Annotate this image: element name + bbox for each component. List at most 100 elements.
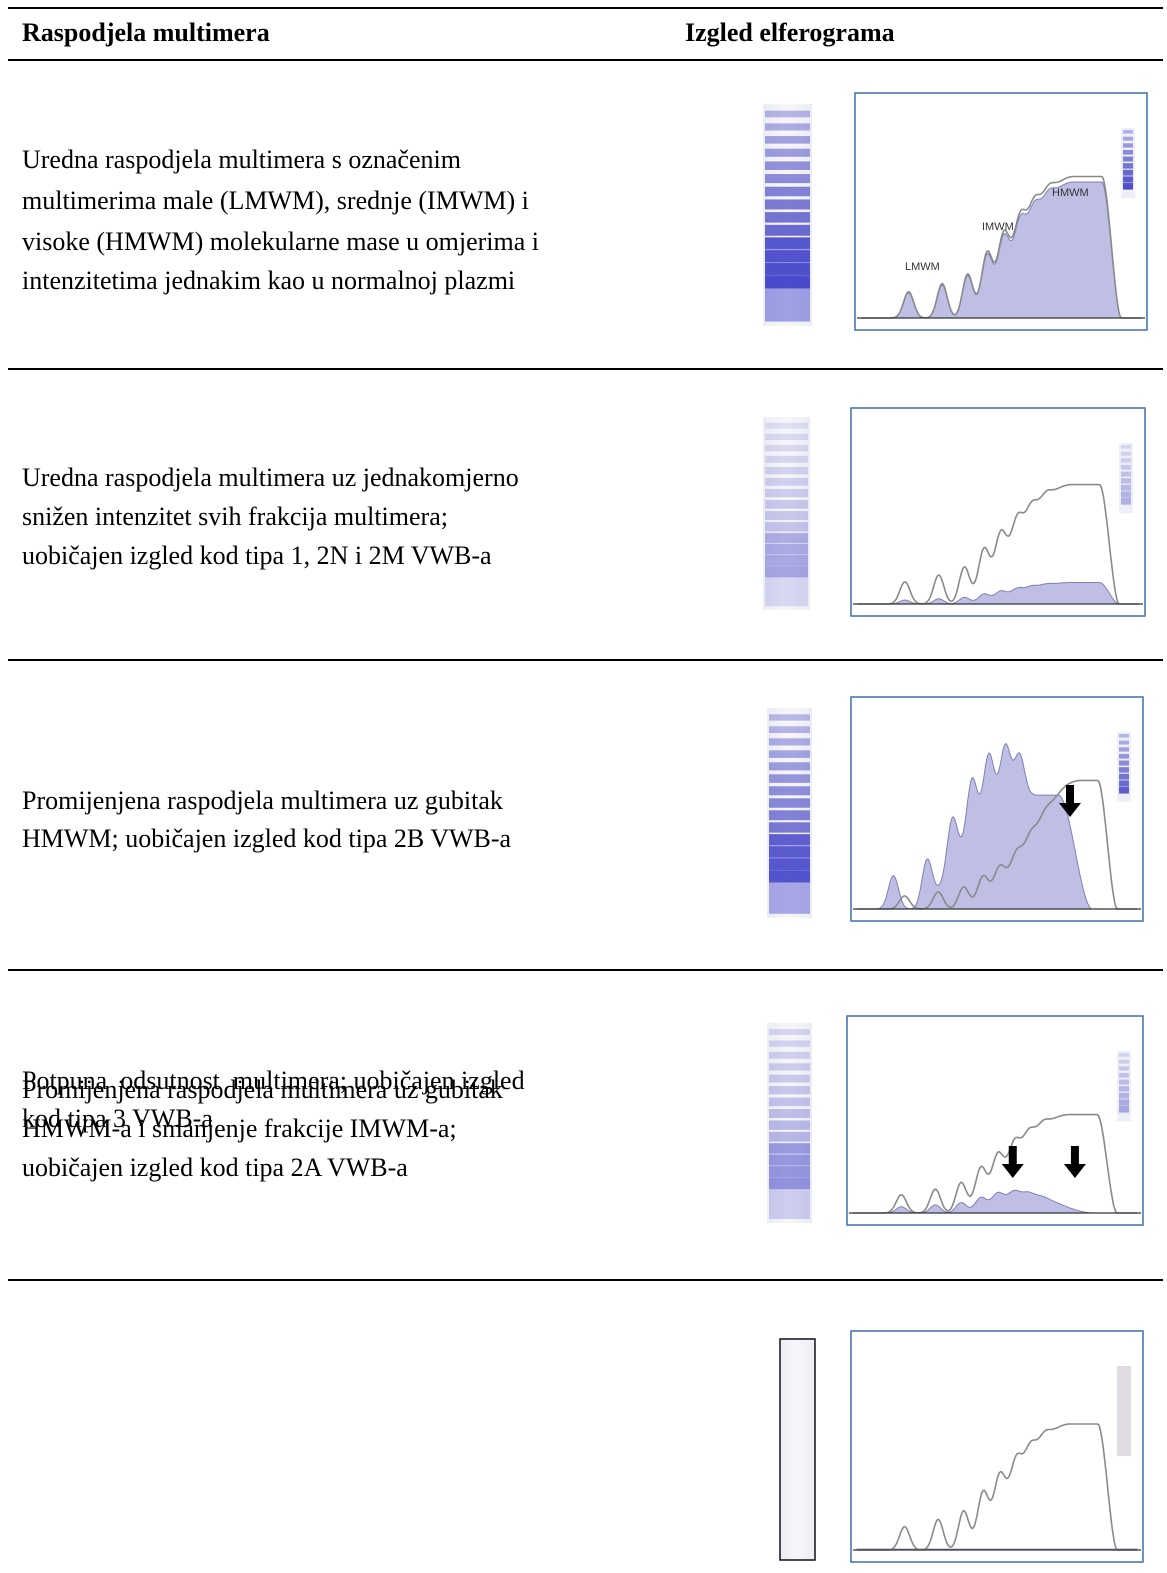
row-text: Uredna raspodjela multimera s označenim bbox=[22, 145, 461, 174]
gel-band bbox=[1121, 484, 1131, 491]
gel-strip bbox=[767, 1023, 812, 1223]
gel-band bbox=[1123, 176, 1133, 183]
normal-curve bbox=[857, 779, 1137, 910]
gel-border bbox=[779, 1338, 816, 1561]
gel-strip bbox=[763, 417, 810, 610]
gel-band bbox=[1119, 773, 1129, 780]
gel-band bbox=[765, 174, 810, 184]
gel-band bbox=[769, 1029, 810, 1035]
gel-band bbox=[1119, 1105, 1129, 1113]
normal-curve bbox=[853, 1113, 1137, 1214]
gel-band bbox=[765, 110, 810, 118]
gel-band bbox=[1121, 458, 1131, 463]
gel-band bbox=[765, 466, 808, 475]
normal-curve bbox=[857, 483, 1139, 605]
gel-smear bbox=[765, 532, 808, 607]
gel-band bbox=[765, 499, 808, 509]
gel-band bbox=[1121, 471, 1131, 477]
gel-band bbox=[765, 444, 808, 452]
row-text: Potpuna odsutnost multimera; uobičajen i… bbox=[22, 1066, 525, 1095]
gel-band bbox=[765, 422, 808, 429]
gel-band bbox=[1123, 169, 1133, 176]
gel-band bbox=[769, 1109, 810, 1118]
gel-smear bbox=[769, 1143, 810, 1219]
gel-band bbox=[765, 477, 808, 486]
row-text: visoke (HMWM) molekularne mase u omjerim… bbox=[22, 227, 539, 256]
gel-smear bbox=[769, 834, 810, 914]
gel-band bbox=[1119, 747, 1129, 752]
gel-band bbox=[1123, 163, 1133, 169]
gel-band bbox=[765, 455, 808, 463]
gel-band bbox=[769, 1051, 810, 1059]
gel-band bbox=[1121, 464, 1131, 470]
row-text: uobičajen izgled kod tipa 2A VWB-a bbox=[22, 1153, 408, 1182]
header-cell: Izgled elferograma bbox=[685, 18, 895, 47]
gel-band bbox=[769, 1120, 810, 1130]
gel-band bbox=[1119, 1066, 1129, 1071]
gel-band bbox=[1119, 740, 1129, 745]
row-text: HMWM-a i smanjenje frakcije IMWM-a; bbox=[22, 1114, 457, 1143]
gel-band bbox=[769, 1097, 810, 1107]
gel-smear bbox=[765, 237, 810, 322]
gel-band bbox=[769, 846, 810, 858]
gel-band bbox=[1119, 1072, 1129, 1078]
gel-band bbox=[769, 762, 810, 771]
gel-band bbox=[769, 726, 810, 734]
gel-band bbox=[769, 1131, 810, 1142]
gel-band bbox=[1119, 753, 1129, 759]
gel-band bbox=[765, 148, 810, 157]
gel-band bbox=[1119, 1086, 1129, 1092]
gel-band bbox=[1123, 182, 1133, 190]
arrow bbox=[1059, 785, 1081, 817]
gel-band bbox=[1121, 478, 1131, 484]
gel-band bbox=[1119, 1059, 1129, 1064]
gel-band bbox=[1123, 130, 1133, 134]
arrow bbox=[1063, 1146, 1086, 1178]
row-text: snižen intenzitet svih frakcija multimer… bbox=[22, 502, 448, 531]
gel-band bbox=[769, 1040, 810, 1047]
gel-band bbox=[1123, 143, 1133, 148]
gel-band bbox=[1119, 767, 1129, 773]
gel-band bbox=[765, 566, 808, 578]
gel-band bbox=[765, 186, 810, 197]
normal-curve bbox=[857, 1423, 1137, 1551]
gel-band bbox=[769, 1154, 810, 1166]
gel-band bbox=[769, 1086, 810, 1095]
gel-band bbox=[765, 544, 808, 555]
gel-band bbox=[1119, 1053, 1129, 1057]
gel-band bbox=[765, 161, 810, 170]
gel-band bbox=[769, 750, 810, 758]
normal-curve bbox=[861, 175, 1141, 319]
elferogram-box bbox=[850, 407, 1146, 617]
peak-label: IMWM bbox=[982, 221, 1014, 233]
gel-mini-tint bbox=[1117, 1366, 1131, 1456]
gel-band bbox=[1123, 149, 1133, 155]
gel-band bbox=[769, 738, 810, 746]
gel-band bbox=[1119, 780, 1129, 787]
gel-band bbox=[769, 834, 810, 846]
gel-band bbox=[765, 533, 808, 544]
gel-band bbox=[1121, 451, 1131, 456]
gel-band bbox=[1119, 1099, 1129, 1106]
gel-band bbox=[769, 1177, 810, 1190]
gel-band bbox=[1121, 497, 1131, 505]
gel-band bbox=[1119, 1079, 1129, 1085]
row-text: uobičajen izgled kod tipa 1, 2N i 2M VWB… bbox=[22, 541, 492, 570]
gel-band bbox=[1119, 786, 1129, 794]
gel-band bbox=[1121, 491, 1131, 498]
elferogram-box bbox=[846, 1015, 1144, 1226]
gel-band bbox=[765, 433, 808, 441]
row-text: Promijenjena raspodjela multimera uz gub… bbox=[22, 1075, 503, 1104]
elferogram-box bbox=[850, 1330, 1144, 1563]
gel-band bbox=[765, 511, 808, 521]
gel-strip bbox=[1117, 1051, 1131, 1121]
gel-band bbox=[1123, 156, 1133, 162]
gel-band bbox=[765, 555, 808, 566]
row-text: Promijenjena raspodjela multimera uz gub… bbox=[22, 786, 503, 815]
gel-band bbox=[765, 224, 810, 236]
gel-band bbox=[769, 870, 810, 883]
gel-band bbox=[1119, 734, 1129, 738]
gel-band bbox=[1121, 445, 1131, 449]
gel-band bbox=[769, 1063, 810, 1071]
